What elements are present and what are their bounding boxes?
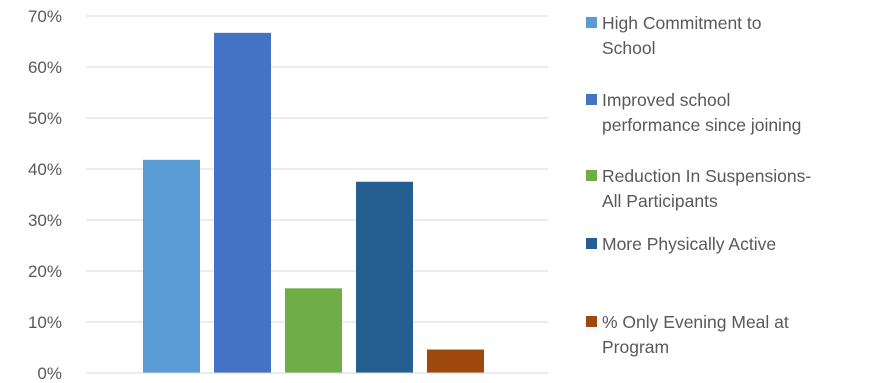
bar	[285, 288, 342, 373]
bars	[143, 32, 484, 374]
y-tick-label: 30%	[28, 211, 62, 230]
bar-chart: 0% 10% 20% 30% 40% 50% 60% 70%	[28, 7, 548, 383]
y-tick-label: 0%	[37, 364, 62, 383]
legend: High Commitment to School Improved school…	[586, 0, 876, 383]
bar	[427, 349, 484, 373]
legend-label: High Commitment to School	[602, 13, 762, 58]
legend-swatch	[586, 316, 597, 327]
y-tick-label: 40%	[28, 160, 62, 179]
y-tick-label: 60%	[28, 58, 62, 77]
legend-swatch	[586, 17, 597, 28]
legend-item: High Commitment to School	[586, 11, 876, 61]
legend-label: Improved school performance since joinin…	[602, 90, 802, 135]
bar	[214, 32, 271, 374]
y-tick-label: 50%	[28, 109, 62, 128]
legend-item: % Only Evening Meal at Program	[586, 310, 876, 360]
legend-item: Reduction In Suspensions- All Participan…	[586, 164, 876, 214]
legend-swatch	[586, 94, 597, 105]
bar	[356, 181, 413, 373]
bar	[143, 159, 200, 373]
legend-swatch	[586, 170, 597, 181]
legend-label: Reduction In Suspensions- All Participan…	[602, 166, 812, 211]
y-tick-label: 10%	[28, 313, 62, 332]
legend-label: More Physically Active	[602, 234, 777, 254]
legend-item: Improved school performance since joinin…	[586, 88, 876, 138]
y-tick-label: 70%	[28, 7, 62, 26]
y-axis-tick-labels: 0% 10% 20% 30% 40% 50% 60% 70%	[28, 7, 62, 383]
legend-label: % Only Evening Meal at Program	[602, 312, 789, 357]
legend-item: More Physically Active	[586, 232, 876, 257]
legend-swatch	[586, 238, 597, 249]
y-tick-label: 20%	[28, 262, 62, 281]
